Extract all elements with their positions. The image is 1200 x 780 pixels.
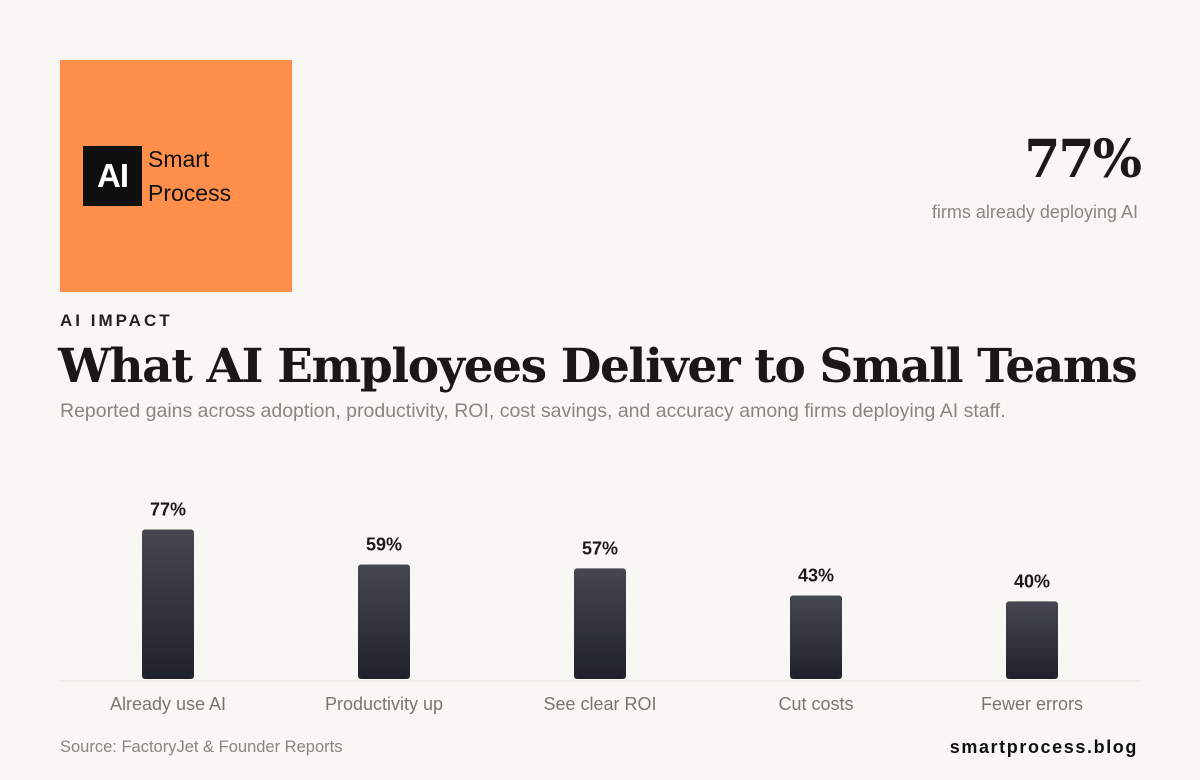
bar-chart-svg: 77% Already use AI 59% Productivity up 57% Se… — [60, 500, 1140, 714]
highlight-caption: firms already deploying AI — [931, 202, 1138, 222]
page-title: What AI Employees Deliver to Small Teams — [58, 339, 1138, 394]
bar-3 — [574, 568, 626, 679]
bar-value-label: 43% — [798, 566, 834, 586]
logo-word-process: Process — [148, 180, 232, 206]
eyebrow-label: AI IMPACT — [60, 311, 173, 330]
bar-2 — [358, 564, 410, 679]
bar-5 — [1006, 601, 1058, 679]
bar-value-label: 57% — [582, 538, 618, 558]
highlight-stat: 77% — [1024, 129, 1142, 190]
page-subtitle: Reported gains across adoption, producti… — [60, 400, 1006, 422]
bar-value-label: 40% — [1014, 571, 1050, 591]
bar-4 — [790, 595, 842, 679]
bar-value-label: 59% — [366, 534, 402, 554]
category-label: Cut costs — [778, 694, 853, 714]
bar-value-label: 77% — [150, 500, 186, 520]
bar-chart: 77% Already use AI 59% Productivity up 57% Se… — [60, 470, 1140, 720]
logo-mark: AI — [83, 146, 142, 206]
category-label: Already use AI — [110, 694, 226, 714]
category-label: Fewer errors — [981, 694, 1083, 714]
site-url: smartprocess.blog — [949, 737, 1138, 757]
logo-word-smart: Smart — [148, 146, 210, 172]
category-label: Productivity up — [325, 694, 443, 714]
bar-1 — [142, 529, 194, 679]
source-note: Source: FactoryJet & Founder Reports — [60, 738, 343, 756]
brand-logo: AI Smart Process — [60, 60, 292, 292]
category-label: See clear ROI — [543, 694, 656, 714]
